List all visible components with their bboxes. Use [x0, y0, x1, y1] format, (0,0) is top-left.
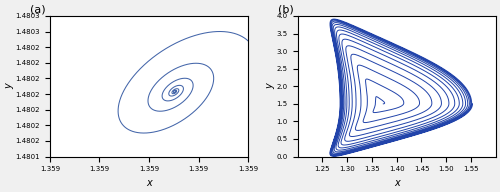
- X-axis label: x: x: [146, 178, 152, 188]
- Text: (b): (b): [278, 5, 293, 15]
- Y-axis label: y: y: [4, 83, 14, 89]
- X-axis label: x: x: [394, 178, 400, 188]
- Text: (a): (a): [30, 5, 46, 15]
- Y-axis label: y: y: [265, 83, 275, 89]
